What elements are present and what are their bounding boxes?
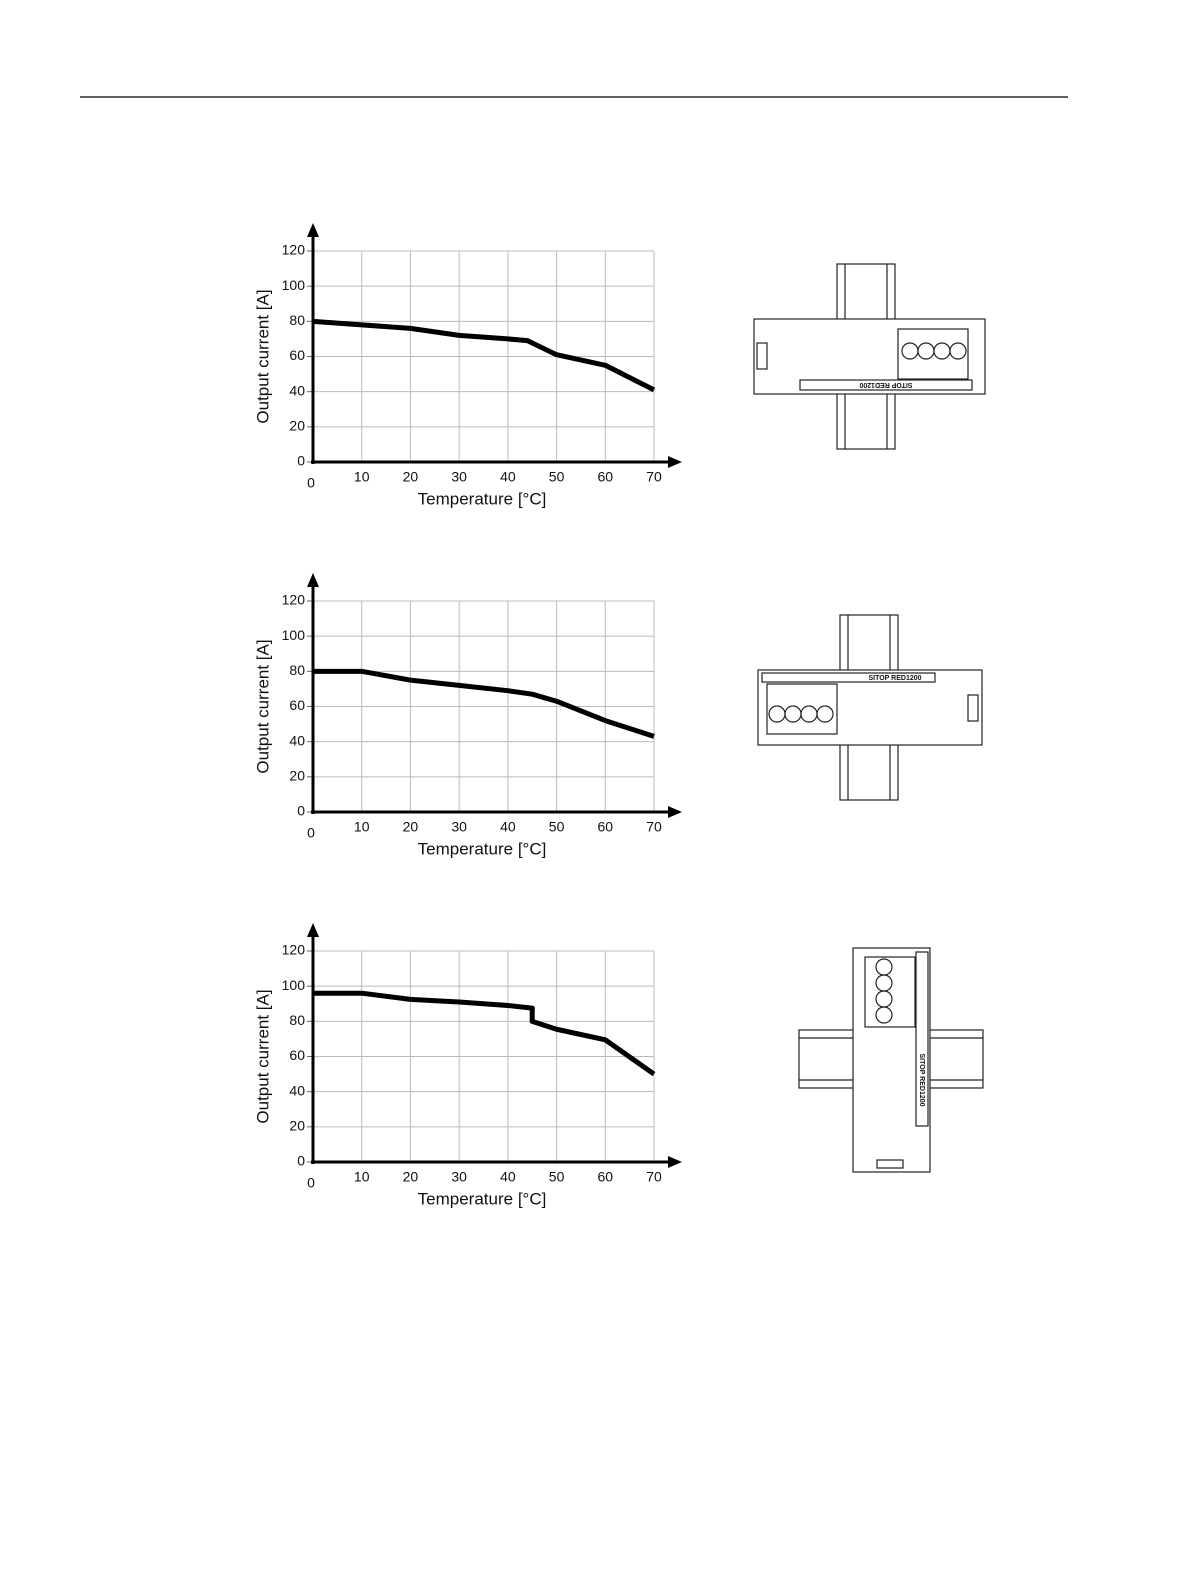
x-axis-arrow	[668, 456, 682, 468]
x-tick-label: 0	[307, 1175, 315, 1191]
y-tick-label: 60	[289, 347, 305, 363]
x-tick-label: 50	[549, 1169, 565, 1185]
y-tick-label: 0	[297, 1153, 305, 1169]
x-axis-label: Temperature [°C]	[418, 1189, 547, 1208]
y-tick-label: 120	[282, 242, 306, 258]
x-tick-label: 70	[646, 819, 662, 835]
x-tick-label: 40	[500, 819, 516, 835]
x-tick-label: 60	[597, 819, 613, 835]
y-tick-label: 60	[289, 697, 305, 713]
y-axis-arrow	[307, 923, 319, 937]
x-tick-label: 30	[451, 469, 467, 485]
y-tick-label: 60	[289, 1047, 305, 1063]
x-axis-label: Temperature [°C]	[418, 489, 547, 508]
x-tick-label: 30	[451, 819, 467, 835]
x-axis-label: Temperature [°C]	[418, 839, 547, 858]
y-tick-label: 20	[289, 418, 305, 434]
y-tick-label: 100	[282, 977, 306, 993]
y-tick-label: 120	[282, 592, 306, 608]
x-tick-label: 50	[549, 819, 565, 835]
x-tick-label: 60	[597, 469, 613, 485]
device-drawing: SITOP RED1200	[798, 947, 984, 1173]
x-tick-label: 20	[403, 819, 419, 835]
y-tick-label: 80	[289, 1012, 305, 1028]
y-tick-label: 40	[289, 1082, 305, 1098]
y-axis-arrow	[307, 573, 319, 587]
x-tick-label: 10	[354, 1169, 370, 1185]
y-tick-label: 80	[289, 662, 305, 678]
y-tick-label: 100	[282, 277, 306, 293]
y-axis-label: Output current [A]	[253, 989, 272, 1123]
y-axis-label: Output current [A]	[253, 289, 272, 423]
x-tick-label: 70	[646, 469, 662, 485]
y-tick-label: 80	[289, 312, 305, 328]
x-tick-label: 40	[500, 1169, 516, 1185]
x-tick-label: 10	[354, 469, 370, 485]
y-tick-label: 120	[282, 942, 306, 958]
x-tick-label: 0	[307, 825, 315, 841]
y-tick-label: 0	[297, 803, 305, 819]
x-tick-label: 30	[451, 1169, 467, 1185]
device-drawing: SITOP RED1200	[757, 614, 983, 801]
y-axis-arrow	[307, 223, 319, 237]
y-tick-label: 40	[289, 382, 305, 398]
x-axis-arrow	[668, 1156, 682, 1168]
x-axis-arrow	[668, 806, 682, 818]
x-tick-label: 0	[307, 475, 315, 491]
x-tick-label: 20	[403, 1169, 419, 1185]
x-tick-label: 50	[549, 469, 565, 485]
data-line	[313, 990, 656, 1077]
x-tick-label: 60	[597, 1169, 613, 1185]
data-line	[312, 318, 656, 393]
device-label: SITOP RED1200	[868, 675, 921, 682]
y-axis-label: Output current [A]	[253, 639, 272, 773]
y-tick-label: 0	[297, 453, 305, 469]
device-drawing: SITOP RED1200	[753, 263, 986, 450]
y-tick-label: 100	[282, 627, 306, 643]
y-tick-label: 40	[289, 732, 305, 748]
y-tick-label: 20	[289, 1118, 305, 1134]
x-tick-label: 40	[500, 469, 516, 485]
x-tick-label: 20	[403, 469, 419, 485]
data-line	[313, 668, 655, 739]
y-tick-label: 20	[289, 768, 305, 784]
device-label: SITOP RED1200	[859, 381, 912, 388]
x-tick-label: 10	[354, 819, 370, 835]
device-label: SITOP RED1200	[918, 1053, 925, 1106]
x-tick-label: 70	[646, 1169, 662, 1185]
